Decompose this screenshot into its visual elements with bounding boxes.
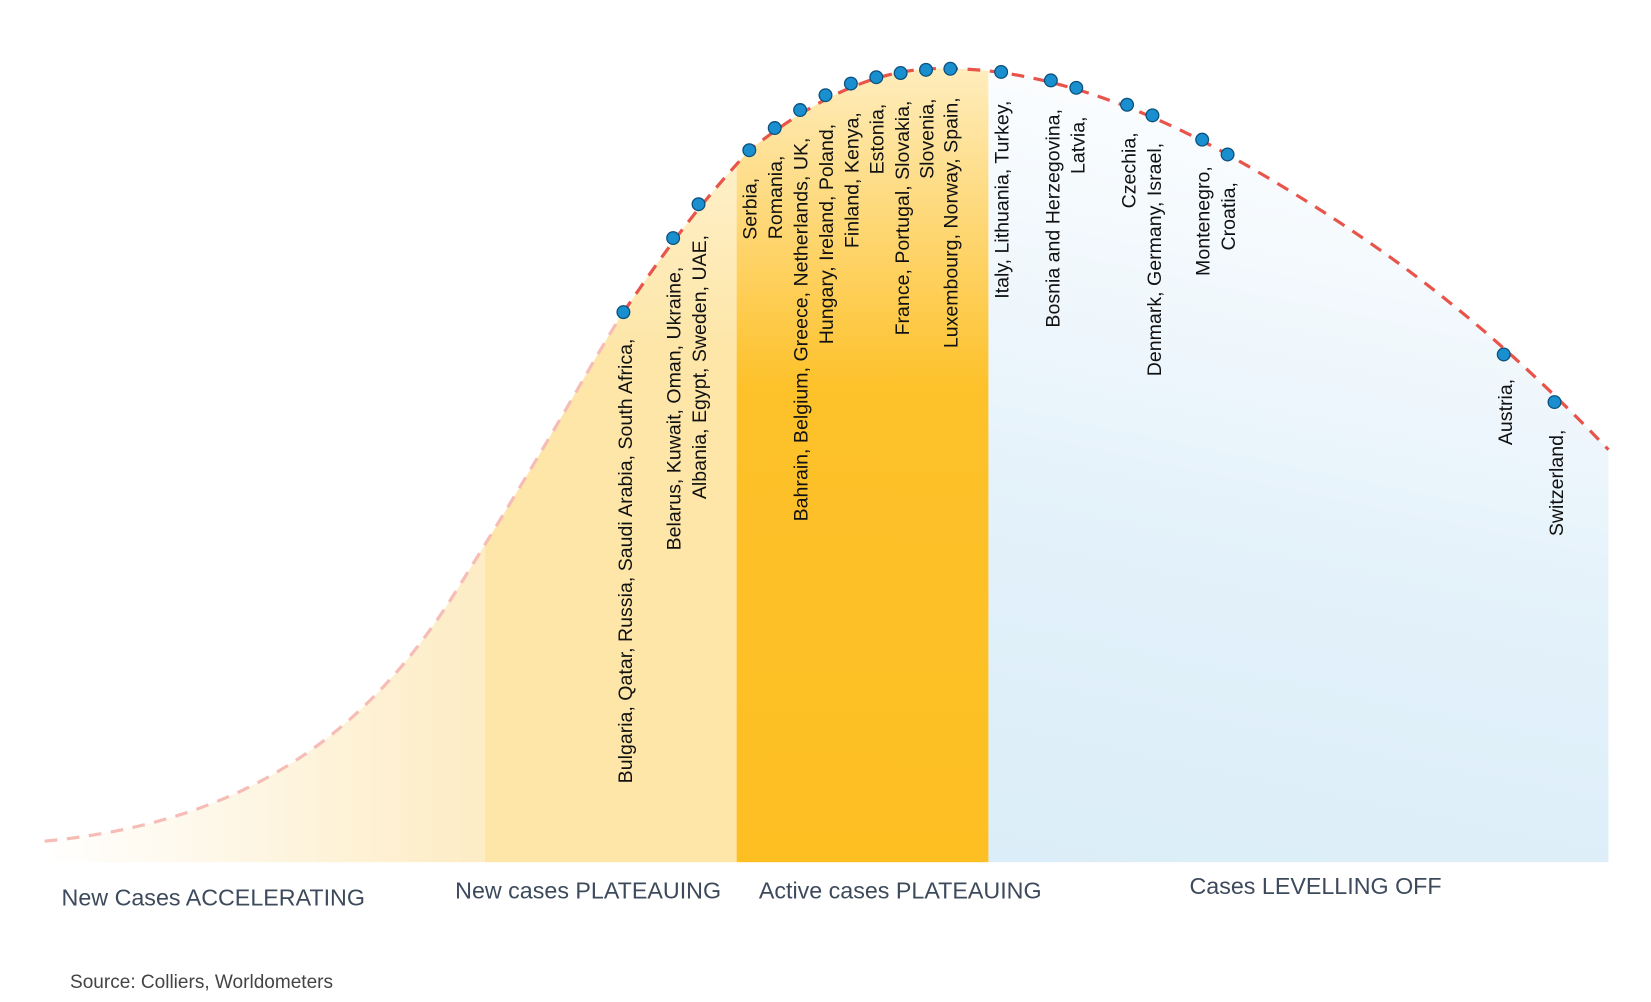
phase-label: Active cases PLATEAUING <box>759 877 1042 903</box>
country-dot <box>919 62 934 77</box>
country-labels: Bulgaria, Qatar, Russia, Saudi Arabia, S… <box>615 61 1568 784</box>
country-dot <box>691 197 706 212</box>
country-dot <box>1195 132 1210 147</box>
source: Source: Colliers, Worldometers <box>70 972 333 993</box>
country-dot <box>1145 108 1160 123</box>
country-label: Serbia, <box>740 178 762 240</box>
country-label: Bahrain, Belgium, Greece, Netherlands, U… <box>791 138 813 522</box>
area-active-plateau <box>736 68 989 863</box>
country-dot <box>666 231 681 246</box>
country-label: Bulgaria, Qatar, Russia, Saudi Arabia, S… <box>615 339 637 784</box>
country-label: Finland, Kenya, <box>841 112 863 248</box>
country-label: Hungary, Ireland, Poland, <box>816 124 838 344</box>
curve-early <box>44 311 625 843</box>
country-dot <box>1496 347 1511 362</box>
country-label: France, Portugal, Slovakia, <box>892 101 914 336</box>
country-label: Italy, Lithuania, Turkey, <box>992 101 1014 299</box>
country-dot <box>616 305 631 320</box>
area-accelerating <box>44 68 485 863</box>
country-dot <box>767 121 782 136</box>
phase-label: Cases LEVELLING OFF <box>1189 873 1441 899</box>
country-dot <box>793 103 808 118</box>
phase-label: New Cases ACCELERATING <box>62 885 365 911</box>
country-label: Slovenia, <box>916 98 938 178</box>
country-label: Czechia, <box>1119 132 1141 208</box>
country-label: Croatia, <box>1218 182 1240 250</box>
phase-label: New cases PLATEAUING <box>455 877 721 903</box>
country-dot <box>1220 147 1235 162</box>
country-label: Estonia, <box>867 104 889 175</box>
country-dot <box>1547 395 1562 410</box>
country-label: Albania, Egypt, Sweden, UAE, <box>689 235 711 499</box>
country-dot <box>843 76 858 91</box>
country-dot <box>943 61 958 76</box>
country-label: Bosnia and Herzegovina, <box>1042 109 1064 328</box>
country-dot <box>1069 80 1084 95</box>
country-dot <box>1043 73 1058 88</box>
country-dot <box>893 66 908 80</box>
country-label: Denmark, Germany, Israel, <box>1144 143 1166 376</box>
country-dot <box>1120 97 1135 112</box>
country-label: Austria, <box>1495 379 1517 445</box>
country-label: Switzerland, <box>1546 430 1568 537</box>
country-dot <box>818 88 833 103</box>
country-dot <box>994 64 1009 79</box>
country-label: Luxembourg, Norway, Spain, <box>941 97 963 348</box>
country-label: Latvia, <box>1068 116 1090 174</box>
country-label: Belarus, Kuwait, Oman, Ukraine, <box>664 267 686 551</box>
country-label: Montenegro, <box>1193 166 1215 276</box>
country-label: Romania, <box>765 156 787 240</box>
country-dot <box>742 143 757 158</box>
country-dot <box>869 70 884 85</box>
